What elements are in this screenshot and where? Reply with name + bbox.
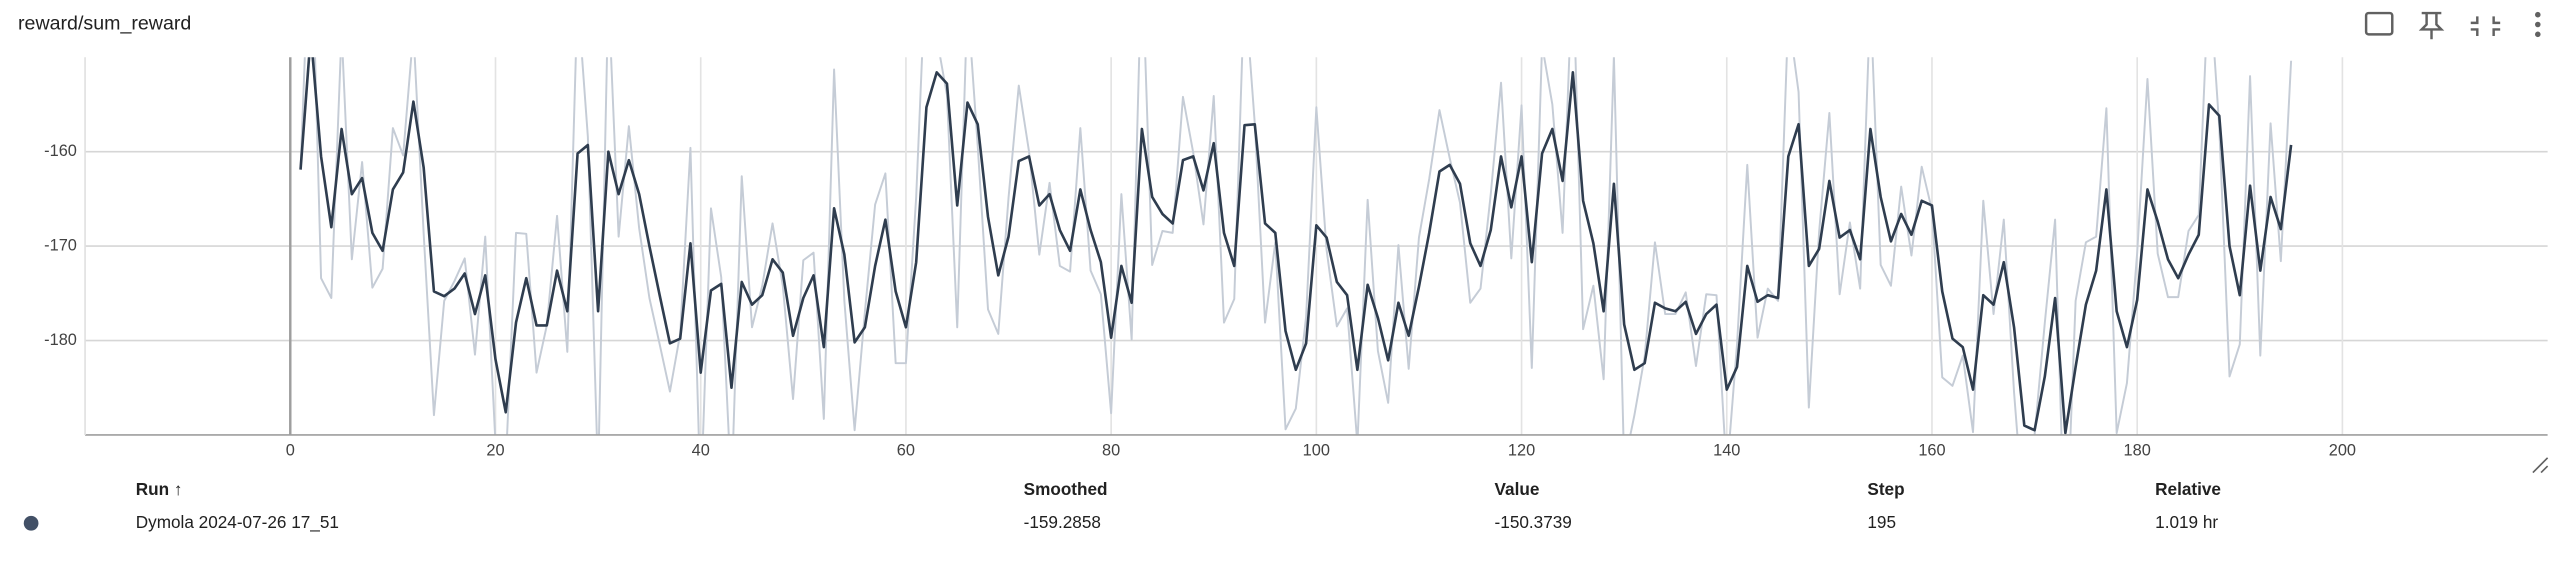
y-tick-label: -180 bbox=[44, 331, 77, 349]
table-cell: -150.3739 bbox=[1495, 512, 1572, 532]
x-tick-label: 40 bbox=[692, 442, 710, 460]
run-table: Run ↑ Smoothed Value Step Relative Dymola 202… bbox=[23, 479, 2221, 532]
run-color-dot[interactable] bbox=[23, 515, 39, 531]
column-header: Smoothed bbox=[1024, 479, 1108, 499]
x-tick-label: 20 bbox=[486, 442, 504, 460]
plot-area bbox=[299, 57, 2293, 435]
x-tick-label: 80 bbox=[1102, 442, 1120, 460]
series-line bbox=[299, 57, 2293, 435]
x-tick-label: 200 bbox=[2329, 442, 2356, 460]
table-cell: 195 bbox=[1867, 512, 1896, 532]
table-cell: Dymola 2024-07-26 17_51 bbox=[136, 512, 339, 532]
column-header: Relative bbox=[2155, 479, 2221, 499]
x-tick-label: 140 bbox=[1713, 442, 1740, 460]
toolbar bbox=[2364, 11, 2549, 474]
column-header: Value bbox=[1495, 479, 1540, 499]
x-tick-label: 120 bbox=[1508, 442, 1535, 460]
more-button[interactable] bbox=[2535, 11, 2541, 38]
chart-title: reward/sum_reward bbox=[18, 13, 191, 35]
pin-button[interactable] bbox=[2418, 11, 2445, 40]
x-tick-label: 0 bbox=[286, 442, 295, 460]
column-header: Run ↑ bbox=[136, 479, 183, 499]
collapse-button[interactable] bbox=[2470, 16, 2501, 36]
fit-domain-button[interactable] bbox=[2364, 11, 2394, 36]
series-line bbox=[299, 57, 2293, 435]
y-tick-label: -160 bbox=[44, 142, 77, 160]
x-tick-label: 60 bbox=[897, 442, 915, 460]
x-tick-label: 160 bbox=[1918, 442, 1945, 460]
x-tick-label: 100 bbox=[1303, 442, 1330, 460]
x-tick-label: 180 bbox=[2124, 442, 2151, 460]
table-cell: 1.019 hr bbox=[2155, 512, 2218, 532]
axes: -160 -170 -180 0 20 40 60 80 100 120 140 160 180 200 bbox=[44, 57, 2548, 460]
column-header: Step bbox=[1867, 479, 1904, 499]
table-cell: -159.2858 bbox=[1024, 512, 1101, 532]
y-tick-label: -170 bbox=[44, 236, 77, 254]
resize-handle[interactable] bbox=[2532, 457, 2549, 474]
